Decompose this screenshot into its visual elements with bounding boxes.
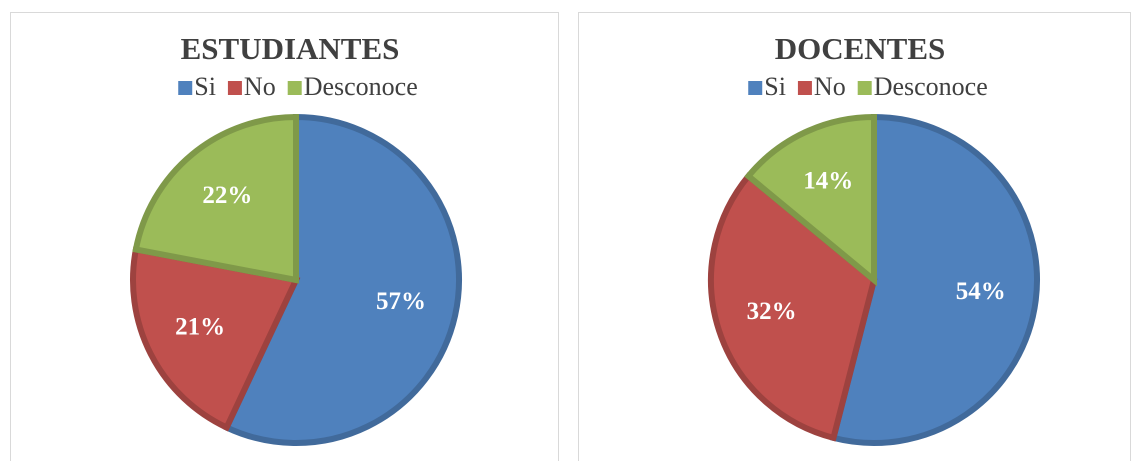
- pie-slice: [829, 113, 1040, 446]
- chart-title: ESTUDIANTES: [181, 31, 400, 66]
- data-label: 21%: [175, 314, 225, 341]
- legend-swatch: [178, 81, 193, 95]
- pie-slice: [130, 245, 301, 432]
- pie-slice: [222, 113, 462, 446]
- legend-swatch: [287, 81, 302, 95]
- legend-label: Desconoce: [304, 72, 418, 101]
- legend-label: No: [814, 72, 846, 101]
- pie-slice: [708, 171, 878, 442]
- data-label: 54%: [956, 278, 1006, 305]
- panel-border: [10, 12, 559, 461]
- legend-swatch: [797, 81, 812, 95]
- data-label: 32%: [747, 298, 797, 325]
- pie-chart: ESTUDIANTES Si No Desconoce 57% 21% 22%: [130, 31, 462, 446]
- chart-title: DOCENTES: [775, 31, 946, 66]
- legend-label: No: [244, 72, 276, 101]
- pie-chart: DOCENTES Si No Desconoce 54% 32% 14%: [708, 31, 1040, 446]
- legend-label: Si: [764, 72, 786, 101]
- data-label: 22%: [202, 182, 252, 209]
- data-label: 57%: [376, 288, 426, 315]
- legend-label: Si: [194, 72, 216, 101]
- legend: Si No Desconoce: [178, 72, 418, 101]
- legend-swatch: [857, 81, 872, 95]
- data-label: 14%: [803, 167, 853, 194]
- pie-slice: [132, 113, 299, 284]
- legend-label: Desconoce: [874, 72, 988, 101]
- panel-border: [578, 12, 1131, 461]
- legend-swatch: [748, 81, 763, 95]
- legend: Si No Desconoce: [748, 72, 988, 101]
- pie-slice: [744, 113, 877, 287]
- legend-swatch: [227, 81, 242, 95]
